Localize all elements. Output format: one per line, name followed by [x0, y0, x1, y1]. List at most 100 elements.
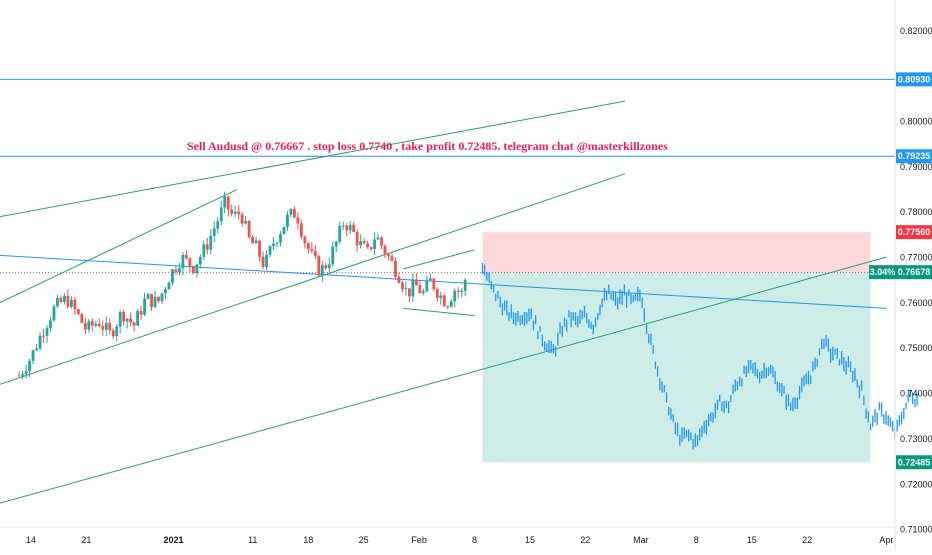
candle [397, 272, 401, 284]
candle-body [334, 241, 338, 247]
candle-body [251, 237, 255, 244]
candle-body [49, 320, 52, 329]
candle-body [69, 299, 73, 307]
candle [435, 287, 439, 302]
price-label: 0.79235 [896, 149, 932, 164]
candle [66, 289, 70, 309]
candle [216, 217, 220, 234]
candle [90, 318, 94, 332]
candle [94, 320, 98, 328]
candle-body [303, 236, 307, 244]
candle [80, 313, 84, 324]
candle [331, 241, 335, 267]
candle-body [132, 322, 136, 326]
candle-body [352, 224, 356, 232]
candle-body [296, 217, 300, 224]
candle [286, 211, 289, 231]
candle [101, 320, 105, 336]
candle [237, 205, 241, 220]
price-labels: 0.80930 0.79235 0.77560 0.76678 0.72485 3.04% [869, 72, 932, 470]
candle [275, 241, 279, 248]
candle [45, 324, 49, 343]
candle [453, 288, 457, 308]
candle [28, 358, 31, 377]
candle [338, 221, 342, 245]
position-badge-box [869, 265, 896, 280]
candle [38, 332, 42, 350]
candle-body [63, 295, 66, 302]
candle-body [345, 225, 349, 231]
y-tick-label: 0.76000 [900, 298, 932, 308]
candle-body [380, 237, 383, 246]
price-label-box [896, 265, 932, 280]
candle [132, 321, 136, 332]
candle-body [240, 214, 244, 224]
candle [157, 296, 160, 304]
candle [69, 296, 73, 309]
candle [439, 291, 443, 305]
flag-bottom-line [403, 307, 475, 317]
candle-body [237, 211, 241, 215]
candle [191, 265, 195, 275]
candle-body [17, 375, 21, 377]
x-tick-label: 14 [26, 535, 36, 545]
candle-body [390, 256, 394, 261]
candle [108, 318, 112, 335]
position-badge: 3.04% [869, 265, 896, 280]
y-tick-label: 0.82000 [900, 26, 932, 36]
position-badge-text: 3.04% [870, 267, 896, 277]
candle-body [289, 209, 293, 215]
candle [380, 236, 383, 250]
candle-body [373, 239, 376, 249]
candle-body [59, 297, 63, 302]
candle-body [421, 291, 425, 294]
candle-body [188, 257, 192, 267]
price-label-box [896, 225, 932, 240]
mid-channel-line [0, 189, 238, 304]
candle-body [122, 311, 126, 322]
candle-body [293, 209, 296, 218]
candle-body [279, 234, 282, 243]
candle [118, 310, 122, 334]
candle-body [202, 244, 206, 257]
candle [418, 280, 422, 294]
candle-body [174, 269, 178, 273]
price-label-text: 0.72485 [898, 457, 931, 467]
candle-body [331, 246, 335, 265]
candle [184, 250, 188, 260]
trendlines [0, 100, 887, 504]
price-label-box [896, 149, 932, 164]
candle [317, 254, 321, 277]
candle-body [428, 278, 432, 281]
candle [115, 323, 119, 342]
candle-body [446, 306, 450, 308]
x-tick-label: 8 [694, 535, 699, 545]
candle-body [195, 264, 199, 274]
candle-body [181, 254, 185, 269]
candle-body [66, 295, 70, 307]
price-label: 0.72485 [896, 455, 932, 470]
candle [174, 265, 178, 276]
x-tick-label: 8 [472, 535, 477, 545]
candle [160, 292, 164, 304]
candle-body [101, 326, 105, 330]
y-tick-label: 0.73000 [900, 434, 932, 444]
candle [52, 304, 56, 322]
candle-body [348, 224, 352, 231]
candle [230, 204, 234, 217]
candle [414, 273, 418, 286]
candle-body [171, 269, 174, 283]
candle-body [432, 278, 436, 290]
x-tick-label: 11 [248, 535, 257, 545]
candle [150, 293, 153, 311]
price-label-text: 0.76678 [898, 267, 931, 277]
candle-body [164, 289, 167, 294]
candle-body [362, 241, 366, 244]
candle-body [223, 196, 227, 208]
candle-body [178, 268, 181, 273]
candle-body [401, 282, 404, 290]
candle [306, 241, 310, 254]
price-label-box [896, 455, 932, 470]
